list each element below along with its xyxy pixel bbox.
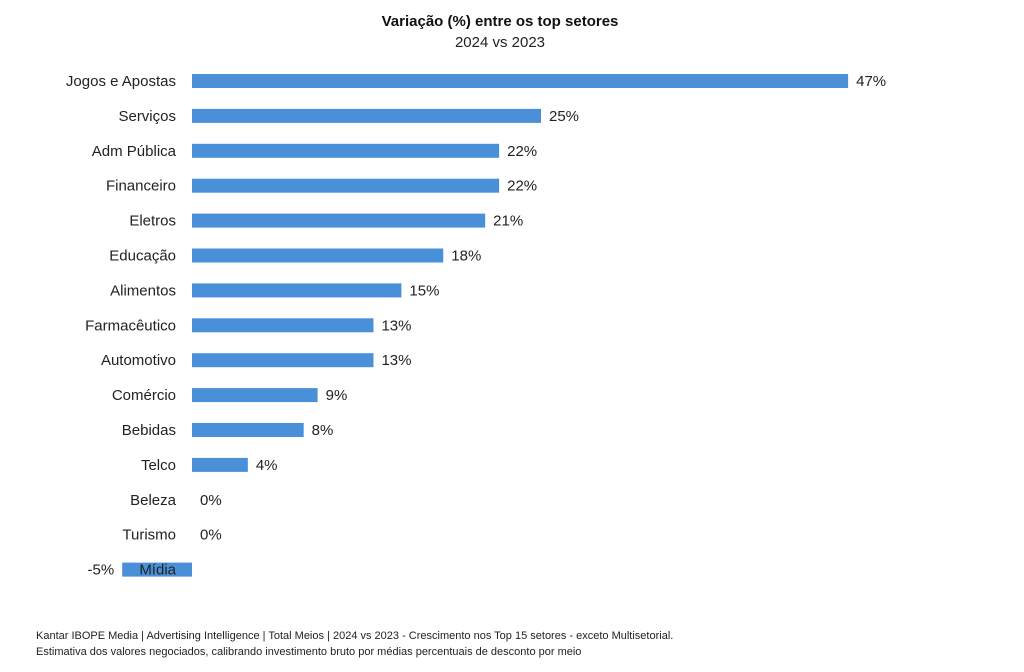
value-label-eletros: 21% <box>493 213 523 230</box>
category-label-educacao: Educação <box>109 248 176 265</box>
value-label-telco: 4% <box>256 457 278 474</box>
category-label-automotivo: Automotivo <box>101 352 176 369</box>
category-label-beleza: Beleza <box>130 492 177 509</box>
chart-subtitle: 2024 vs 2023 <box>454 34 546 51</box>
bar-midia <box>122 562 192 577</box>
category-label-jogos-e-apostas: Jogos e Apostas <box>66 73 176 90</box>
value-label-turismo: 0% <box>200 527 222 544</box>
footnote: Kantar IBOPE Media | Advertising Intelli… <box>36 628 673 660</box>
category-label-eletros: Eletros <box>129 213 176 230</box>
value-label-beleza: 0% <box>200 492 222 509</box>
chart-title: Variação (%) entre os top setores <box>381 13 619 30</box>
bar-servicos <box>192 108 541 123</box>
bar-eletros <box>192 213 486 228</box>
bars-group: Jogos e Apostas 47% Serviços 25% Adm Pública… <box>66 73 886 579</box>
footnote-line-1: Kantar IBOPE Media | Advertising Intelli… <box>36 630 674 642</box>
value-label-bebidas: 8% <box>312 422 334 439</box>
value-label-servicos: 25% <box>549 108 579 125</box>
category-label-adm-publica: Adm Pública <box>92 143 177 160</box>
category-label-bebidas: Bebidas <box>122 422 176 439</box>
category-label-midia: Mídia <box>139 562 176 579</box>
category-label-turismo: Turismo <box>122 527 176 544</box>
bar-comercio <box>192 388 318 403</box>
category-label-farmaceutico: Farmacêutico <box>85 317 176 334</box>
bar-chart: Jogos e Apostas 47% Serviços 25% Adm Pública… <box>66 73 886 579</box>
bar-alimentos <box>192 283 402 298</box>
value-label-educacao: 18% <box>451 248 481 265</box>
value-label-comercio: 9% <box>326 387 348 404</box>
bar-bebidas <box>192 423 304 437</box>
category-label-alimentos: Alimentos <box>110 282 176 299</box>
footnote-line-2: Estimativa dos valores negociados, calib… <box>36 646 582 658</box>
value-label-midia: -5% <box>88 562 115 579</box>
bar-jogos-e-apostas <box>192 74 849 88</box>
bar-farmaceutico <box>192 318 374 333</box>
value-label-automotivo: 13% <box>381 352 411 369</box>
value-label-farmaceutico: 13% <box>381 317 411 334</box>
value-label-alimentos: 15% <box>409 282 439 299</box>
bar-financeiro <box>192 178 500 193</box>
bar-telco <box>192 457 248 472</box>
category-label-comercio: Comércio <box>112 387 176 404</box>
value-label-financeiro: 22% <box>507 178 537 195</box>
category-label-servicos: Serviços <box>118 108 176 125</box>
category-label-telco: Telco <box>141 457 176 474</box>
bar-adm-publica <box>192 143 500 158</box>
bar-automotivo <box>192 353 374 368</box>
bar-educacao <box>192 248 444 263</box>
value-label-adm-publica: 22% <box>507 143 537 160</box>
value-label-jogos-e-apostas: 47% <box>856 73 886 90</box>
category-label-financeiro: Financeiro <box>106 178 176 195</box>
